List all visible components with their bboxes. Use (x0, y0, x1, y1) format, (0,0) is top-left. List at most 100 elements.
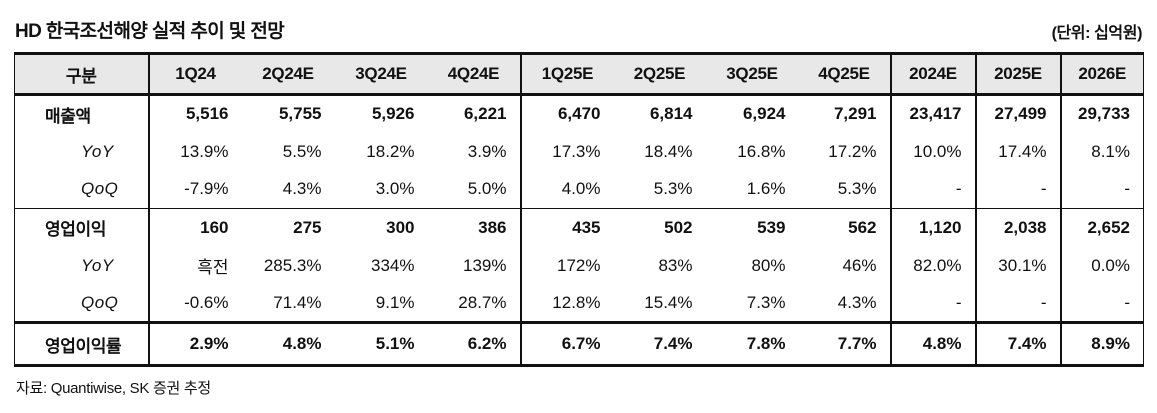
cell-value: 15.4% (644, 292, 693, 312)
cell-value: 9.1% (375, 292, 415, 312)
table-row: 매출액 5,516 5,755 5,926 6,221 6,470 6,814 6,924 7,… (14, 94, 1144, 133)
cell-value: 435 (520, 208, 614, 247)
cell-value: 386 (427, 208, 522, 247)
cell-value: 46% (798, 246, 892, 285)
cell-value: -0.6% (184, 292, 229, 312)
cell-value: 4.3% (282, 179, 322, 199)
cell-value: -7.9% (184, 179, 229, 199)
cell-value: 5,755 (278, 104, 322, 124)
cell-value: 23,417 (890, 94, 977, 133)
row-label: 영업이익 (14, 208, 150, 247)
col-header-1q24: 1Q24 (148, 52, 242, 96)
cell-value: 17.2% (798, 132, 892, 171)
col-header-3q25e: 3Q25E (705, 52, 799, 96)
cell-value: - (1124, 292, 1130, 312)
cell-value: 71.4% (273, 292, 322, 312)
cell-value: 28.7% (427, 284, 522, 323)
report-header: HD 한국조선해양 실적 추이 및 전망 (단위: 십억원) (0, 0, 1157, 52)
cell-value: 300 (334, 208, 428, 247)
cell-value: 82.0% (890, 246, 977, 285)
cell-value: 5.3% (798, 170, 892, 209)
cell-value: 502 (613, 208, 706, 247)
row-label: YoY (14, 246, 150, 285)
cell-value: 1,120 (890, 208, 977, 247)
col-header-2q24e: 2Q24E (241, 52, 335, 96)
cell-value: 6,470 (557, 104, 601, 124)
table-row: QoQ -0.6% 71.4% 9.1% 28.7% 12.8% 15.4% 7.3% 4.3%… (14, 284, 1144, 323)
table-row: YoY 흑전 285.3% 334% 139% 172% 83% 80% 46% 82.0% 30.… (14, 246, 1144, 285)
row-label: QoQ (14, 284, 150, 323)
cell-value: 5.5% (282, 141, 322, 161)
cell-value: 83% (658, 255, 693, 275)
cell-value: 285.3% (263, 255, 322, 275)
cell-value: 17.3% (552, 141, 601, 161)
row-label: YoY (14, 132, 150, 171)
cell-value: 2.9% (148, 321, 242, 367)
page-title: HD 한국조선해양 실적 추이 및 전망 (15, 21, 285, 42)
cell-value: 3.9% (427, 132, 522, 171)
col-header-2026e: 2026E (1060, 52, 1144, 96)
cell-value: 4.8% (241, 321, 335, 367)
table-row: YoY 13.9% 5.5% 18.2% 3.9% 17.3% 18.4% 16.8% 17.2… (14, 132, 1144, 171)
cell-value: 6,221 (427, 94, 522, 133)
col-header-category: 구분 (14, 52, 150, 96)
cell-value: 29,733 (1078, 104, 1130, 124)
row-label: 영업이익률 (14, 321, 150, 367)
cell-value: 7.7% (798, 321, 892, 367)
cell-value: 16.8% (737, 141, 786, 161)
cell-value: 172% (557, 255, 601, 275)
cell-value: 17.4% (975, 132, 1062, 171)
cell-value: 27,499 (975, 94, 1062, 133)
cell-value: 6,924 (742, 104, 786, 124)
cell-value: 8.1% (1091, 141, 1130, 161)
cell-value: - (975, 284, 1062, 323)
row-label: 매출액 (14, 94, 150, 133)
table-row: QoQ -7.9% 4.3% 3.0% 5.0% 4.0% 5.3% 1.6% 5.3% - - - (14, 170, 1144, 209)
col-header-3q24e: 3Q24E (334, 52, 428, 96)
cell-value: 0.0% (1091, 255, 1130, 275)
col-header-2024e: 2024E (890, 52, 977, 96)
cell-value: - (1124, 179, 1130, 199)
cell-value: 139% (427, 246, 522, 285)
cell-value: 7.4% (975, 321, 1062, 367)
cell-value: 7.8% (705, 321, 799, 367)
cell-value: 4.8% (890, 321, 977, 367)
table-header-row: 구분 1Q24 2Q24E 3Q24E 4Q24E 1Q25E 2Q25E 3Q25E 4Q25… (14, 52, 1144, 96)
cell-value: 6,814 (649, 104, 693, 124)
cell-value: 5.3% (653, 179, 693, 199)
cell-value: 18.2% (366, 141, 415, 161)
cell-value: - (890, 284, 977, 323)
col-header-1q25e: 1Q25E (520, 52, 614, 96)
cell-value: 30.1% (975, 246, 1062, 285)
cell-value: 7,291 (798, 94, 892, 133)
cell-value: 4.3% (798, 284, 892, 323)
cell-value: 5.1% (334, 321, 428, 367)
col-header-2q25e: 2Q25E (613, 52, 706, 96)
cell-value: 6.7% (520, 321, 614, 367)
col-header-4q24e: 4Q24E (427, 52, 522, 96)
cell-value: 5,926 (371, 104, 415, 124)
col-header-4q25e: 4Q25E (798, 52, 892, 96)
cell-value: 334% (371, 255, 415, 275)
cell-value: 13.9% (180, 141, 229, 161)
cell-value: 5.0% (427, 170, 522, 209)
cell-value: 4.0% (561, 179, 601, 199)
cell-value: 562 (798, 208, 892, 247)
cell-value: - (890, 170, 977, 209)
cell-value: 1.6% (746, 179, 786, 199)
cell-value: 12.8% (552, 292, 601, 312)
table-body: 매출액 5,516 5,755 5,926 6,221 6,470 6,814 6,924 7,… (14, 94, 1144, 367)
cell-value: 7.3% (746, 292, 786, 312)
cell-value: 80% (751, 255, 786, 275)
table-row: 영업이익 160 275 300 386 435 502 539 562 1,120 2,038 2,… (14, 208, 1144, 247)
cell-value: 160 (148, 208, 242, 247)
cell-value: 10.0% (890, 132, 977, 171)
table-row: 영업이익률 2.9% 4.8% 5.1% 6.2% 6.7% 7.4% 7.8% 7.7% 4.8… (14, 321, 1144, 367)
cell-value: 7.4% (613, 321, 706, 367)
cell-value: 2,652 (1060, 208, 1144, 247)
cell-value: 6.2% (427, 321, 522, 367)
cell-value: 5,516 (185, 104, 229, 124)
earnings-table: 구분 1Q24 2Q24E 3Q24E 4Q24E 1Q25E 2Q25E 3Q25E 4Q25… (14, 52, 1144, 367)
unit-note: (단위: 십억원) (1051, 25, 1143, 42)
